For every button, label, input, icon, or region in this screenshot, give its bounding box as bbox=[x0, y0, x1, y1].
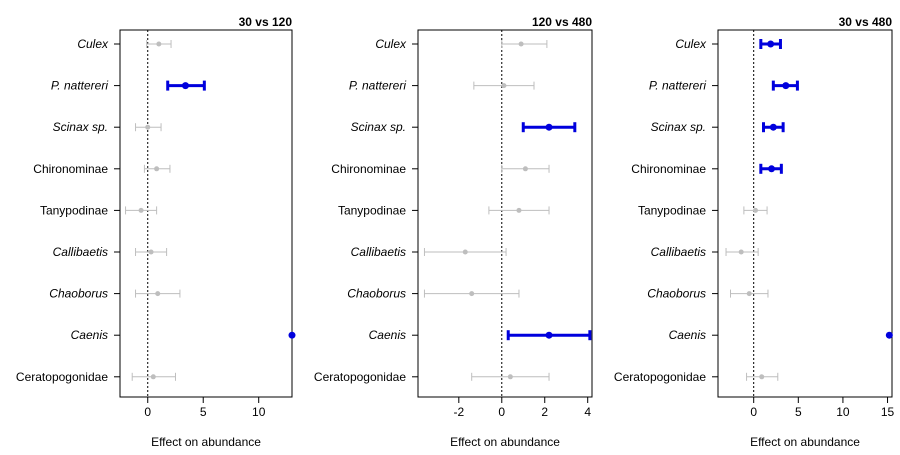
category-label: Culex bbox=[375, 37, 407, 51]
x-axis-label: Effect on abundance bbox=[750, 435, 860, 449]
x-tick-label: 5 bbox=[795, 405, 802, 419]
category-label: Callibaetis bbox=[53, 245, 108, 259]
effect-estimate-point bbox=[522, 166, 528, 172]
panel-2: 120 vs 480 -2 0 2 4 Effect on abundance Culex P… bbox=[314, 15, 593, 449]
x-tick-label: 0 bbox=[144, 405, 151, 419]
category-label: Ceratopogonidae bbox=[16, 370, 108, 384]
category-label: Chironominae bbox=[331, 162, 406, 176]
effect-estimate-point bbox=[518, 41, 524, 47]
category-label: Ceratopogonidae bbox=[614, 370, 706, 384]
effect-estimate-point bbox=[181, 82, 189, 90]
category-label: Chironominae bbox=[631, 162, 706, 176]
category-label: Caenis bbox=[369, 328, 406, 342]
effect-estimate-point bbox=[507, 374, 513, 380]
category-label: Tanypodinae bbox=[638, 203, 706, 217]
x-tick-label: 15 bbox=[881, 405, 895, 419]
x-tick-label: 4 bbox=[584, 405, 591, 419]
category-label: P. nattereri bbox=[51, 79, 108, 93]
effect-estimate-point bbox=[782, 82, 790, 90]
category-label: P. nattereri bbox=[649, 79, 706, 93]
effect-estimate-point bbox=[150, 374, 156, 380]
x-tick-label: 10 bbox=[252, 405, 266, 419]
effect-estimate-point bbox=[156, 41, 162, 47]
effect-estimate-point bbox=[516, 207, 522, 213]
effect-estimate-point bbox=[746, 291, 752, 297]
effect-estimate-point bbox=[545, 123, 553, 131]
effect-estimate-point bbox=[138, 207, 144, 213]
effect-estimate-point bbox=[462, 249, 468, 255]
x-axis-label: Effect on abundance bbox=[151, 435, 261, 449]
panel-1: 30 vs 120 0 5 10 Effect on abundance Culex P. … bbox=[16, 15, 296, 449]
effect-estimate-point bbox=[145, 124, 151, 130]
category-label: Caenis bbox=[71, 328, 108, 342]
effect-estimate-point bbox=[148, 249, 154, 255]
x-tick-label: 2 bbox=[541, 405, 548, 419]
plot-frame bbox=[417, 29, 593, 398]
effect-estimate-point bbox=[768, 165, 776, 173]
category-label: Scinax sp. bbox=[651, 120, 706, 134]
panel-title: 120 vs 480 bbox=[532, 15, 592, 29]
effect-estimate-point bbox=[501, 83, 507, 89]
category-label: P. nattereri bbox=[349, 79, 406, 93]
category-label: Caenis bbox=[669, 328, 706, 342]
effect-estimate-point bbox=[769, 123, 777, 131]
x-tick-label: 0 bbox=[498, 405, 505, 419]
effect-estimate-point bbox=[738, 249, 744, 255]
effect-estimate-point bbox=[767, 40, 775, 48]
effect-estimate-point bbox=[154, 166, 160, 172]
effect-estimate-point bbox=[545, 331, 553, 339]
panel-title: 30 vs 480 bbox=[839, 15, 893, 29]
category-label: Scinax sp. bbox=[351, 120, 406, 134]
category-label: Chironominae bbox=[33, 162, 108, 176]
category-label: Tanypodinae bbox=[338, 203, 406, 217]
x-tick-label: 10 bbox=[836, 405, 850, 419]
x-tick-label: 0 bbox=[750, 405, 757, 419]
category-label: Chaoborus bbox=[49, 287, 108, 301]
category-label: Callibaetis bbox=[351, 245, 406, 259]
effect-estimate-point bbox=[469, 291, 475, 297]
x-axis-label: Effect on abundance bbox=[450, 435, 560, 449]
category-label: Chaoborus bbox=[647, 287, 706, 301]
effect-estimate-point bbox=[155, 291, 161, 297]
plot-frame bbox=[119, 29, 293, 398]
effect-estimate-point bbox=[759, 374, 765, 380]
panel-title: 30 vs 120 bbox=[239, 15, 293, 29]
category-label: Culex bbox=[77, 37, 109, 51]
effect-estimate-point bbox=[885, 331, 893, 339]
category-label: Callibaetis bbox=[651, 245, 706, 259]
effect-estimate-point bbox=[752, 207, 758, 213]
panel-3: 30 vs 480 0 5 10 15 Effect on abundance Culex P… bbox=[614, 15, 895, 449]
category-label: Culex bbox=[675, 37, 707, 51]
category-label: Ceratopogonidae bbox=[314, 370, 406, 384]
plot-frame bbox=[717, 29, 893, 398]
category-label: Chaoborus bbox=[347, 287, 406, 301]
effect-estimate-point bbox=[288, 331, 296, 339]
x-tick-label: -2 bbox=[453, 405, 464, 419]
x-tick-label: 5 bbox=[200, 405, 207, 419]
category-label: Tanypodinae bbox=[40, 203, 108, 217]
category-label: Scinax sp. bbox=[53, 120, 108, 134]
